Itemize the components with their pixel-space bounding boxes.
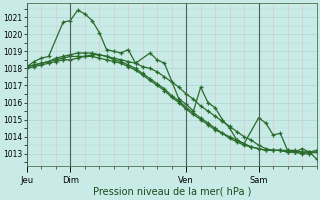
X-axis label: Pression niveau de la mer( hPa ): Pression niveau de la mer( hPa ) [92, 187, 251, 197]
